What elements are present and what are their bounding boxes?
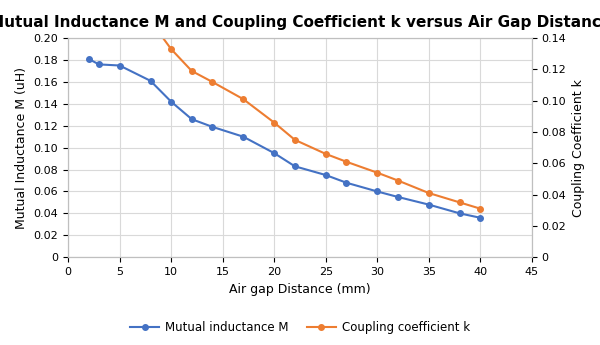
Line: Mutual inductance M: Mutual inductance M (86, 56, 483, 220)
Mutual inductance M (343, 181, 350, 185)
Mutual inductance M (167, 100, 175, 104)
Mutual inductance M (394, 195, 401, 199)
Title: Mutual Inductance M and Coupling Coefficient k versus Air Gap Distance: Mutual Inductance M and Coupling Coeffic… (0, 15, 600, 30)
Coupling coefficient k (394, 178, 401, 183)
Coupling coefficient k (343, 160, 350, 164)
Mutual inductance M (85, 57, 92, 61)
Mutual inductance M (209, 125, 216, 129)
Coupling coefficient k (116, 0, 123, 1)
Coupling coefficient k (188, 69, 196, 73)
Mutual inductance M (456, 211, 463, 216)
Line: Coupling coefficient k: Coupling coefficient k (86, 0, 483, 211)
Mutual inductance M (477, 216, 484, 220)
Coupling coefficient k (291, 138, 298, 142)
X-axis label: Air gap Distance (mm): Air gap Distance (mm) (229, 283, 371, 296)
Coupling coefficient k (147, 19, 154, 23)
Mutual inductance M (95, 62, 103, 67)
Coupling coefficient k (322, 152, 329, 156)
Y-axis label: Mutual Inductance M (uH): Mutual Inductance M (uH) (15, 67, 28, 229)
Mutual inductance M (425, 203, 433, 207)
Mutual inductance M (116, 63, 123, 68)
Mutual inductance M (374, 189, 381, 194)
Coupling coefficient k (425, 191, 433, 195)
Coupling coefficient k (167, 47, 175, 51)
Mutual inductance M (188, 117, 196, 121)
Y-axis label: Coupling Coefficient k: Coupling Coefficient k (572, 79, 585, 217)
Mutual inductance M (291, 164, 298, 168)
Mutual inductance M (239, 135, 247, 139)
Coupling coefficient k (271, 120, 278, 125)
Coupling coefficient k (239, 97, 247, 101)
Mutual inductance M (271, 151, 278, 155)
Mutual inductance M (147, 79, 154, 83)
Coupling coefficient k (209, 80, 216, 84)
Coupling coefficient k (374, 171, 381, 175)
Coupling coefficient k (477, 207, 484, 211)
Legend: Mutual inductance M, Coupling coefficient k: Mutual inductance M, Coupling coefficien… (125, 317, 475, 339)
Coupling coefficient k (456, 200, 463, 205)
Mutual inductance M (322, 173, 329, 177)
